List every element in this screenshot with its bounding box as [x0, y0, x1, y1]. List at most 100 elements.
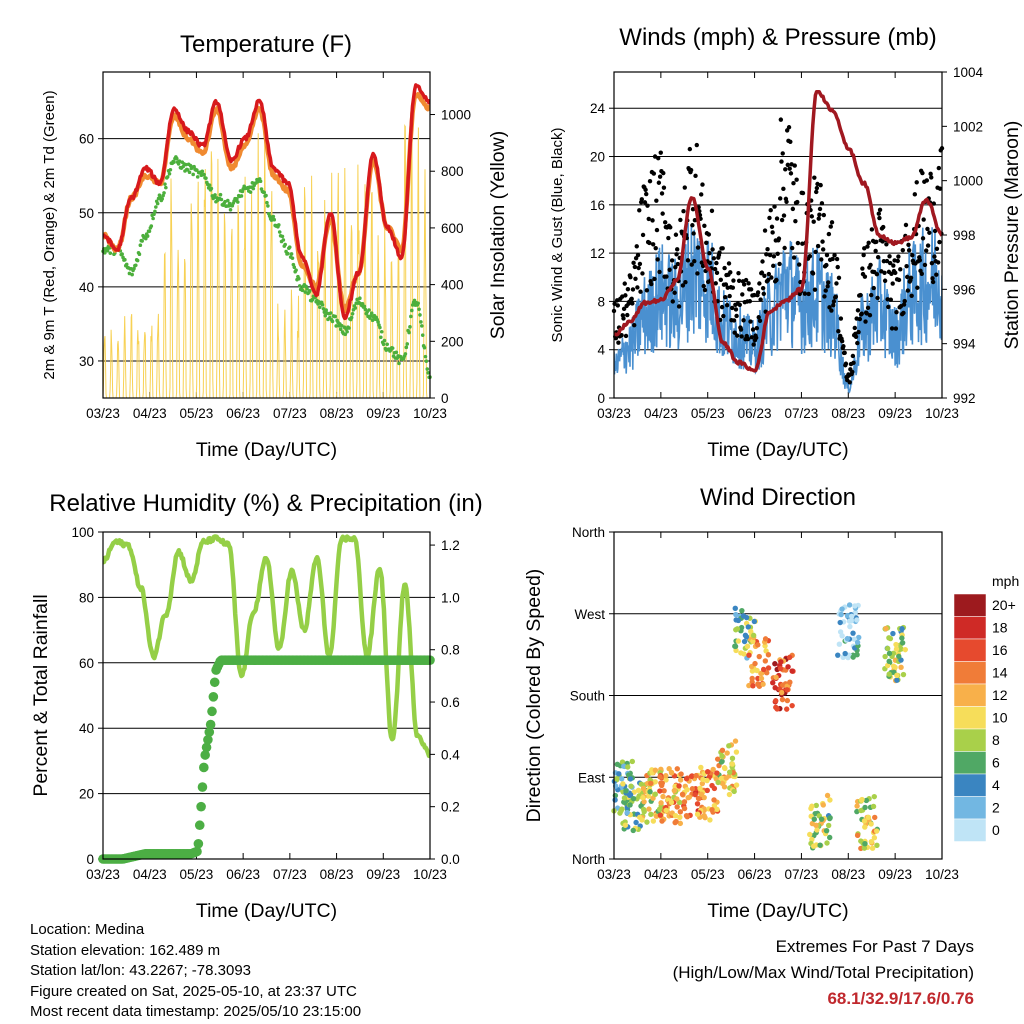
dewpoint-point [338, 327, 343, 331]
wind-direction-point [710, 766, 716, 773]
gust-point [866, 240, 871, 246]
dewpoint-point [250, 181, 255, 185]
gust-point [896, 254, 901, 259]
gust-point [810, 271, 816, 276]
wind-direction-point [719, 753, 725, 759]
dewpoint-point [317, 305, 322, 310]
wind-direction-point [820, 802, 826, 808]
gust-point [826, 280, 831, 285]
colorbar-label: 18 [992, 620, 1008, 636]
gust-point [934, 246, 940, 251]
gust-point [937, 239, 942, 245]
dewpoint-point [289, 252, 294, 256]
gust-point [651, 171, 657, 176]
gust-point [917, 258, 923, 263]
dewpoint-point [195, 175, 200, 179]
wind-direction-point [625, 764, 631, 770]
wind-direction-point [648, 811, 654, 818]
gust-point [670, 299, 675, 304]
dewpoint-point [349, 315, 354, 320]
gust-point [834, 281, 839, 286]
gust-point [783, 167, 788, 172]
gust-point [748, 287, 754, 292]
wind-direction-point [780, 682, 786, 688]
wind-direction-point [661, 788, 667, 794]
wind-direction-point [850, 630, 856, 636]
gust-point [920, 170, 925, 176]
gust-point [642, 200, 648, 205]
colorbar-label: 0 [992, 822, 1000, 838]
gust-point [862, 274, 868, 279]
wind-direction-point [874, 842, 880, 848]
gust-point [904, 264, 909, 269]
wind-direction-point [688, 773, 695, 780]
wind-direction-point [683, 776, 690, 782]
wind-direction-point [739, 607, 745, 614]
gust-point [652, 276, 657, 282]
ytick-label-p3: 80 [79, 590, 94, 605]
info-recent: Most recent data timestamp: 2025/05/10 2… [30, 1003, 362, 1020]
gust-point [820, 239, 825, 244]
wind-direction-point [755, 642, 761, 648]
gust-point [891, 263, 896, 268]
gust-point [737, 302, 742, 307]
y-axis-label-p2: Sonic Wind & Gust (Blue, Black) [549, 127, 566, 342]
wind-direction-point [699, 780, 706, 787]
wind-direction-point [711, 797, 717, 803]
dewpoint-point [407, 330, 411, 335]
y2tick-label-p1: 400 [441, 278, 464, 293]
wind-direction-point [671, 787, 678, 794]
gust-point [692, 258, 697, 264]
wind-direction-point [731, 788, 737, 795]
wind-direction-point [844, 612, 851, 619]
wind-direction-point [826, 815, 833, 822]
wind-direction-point [738, 624, 745, 631]
wind-direction-point [894, 672, 900, 678]
wind-direction-point [854, 617, 860, 623]
gust-point [680, 283, 686, 288]
dewpoint-point [151, 216, 155, 221]
dewpoint-point [172, 160, 176, 164]
dewpoint-point [297, 276, 301, 281]
gust-point [650, 242, 656, 247]
gust-point [921, 217, 926, 222]
wind-direction-point [732, 605, 738, 612]
y-axis-label-p1: 2m & 9m T (Red, Orange) & 2m Td (Green) [41, 90, 58, 379]
wind-direction-point [681, 799, 688, 805]
wind-direction-point [674, 766, 680, 772]
gust-point [676, 304, 682, 309]
dewpoint-point [271, 214, 276, 219]
dewpoint-point [423, 354, 428, 359]
gust-point [812, 287, 818, 292]
gust-point [616, 340, 621, 345]
wind-direction-point [694, 811, 701, 817]
wind-direction-point [851, 636, 857, 642]
wind-direction-point [633, 819, 639, 826]
gust-point [777, 261, 782, 267]
wind-direction-point [760, 681, 766, 687]
wind-direction-point [869, 845, 876, 851]
gust-point [835, 264, 840, 270]
wind-direction-point [868, 838, 875, 845]
dewpoint-point [294, 268, 298, 272]
xtick-label-p2: 09/23 [878, 406, 912, 421]
wind-direction-point [714, 756, 721, 762]
wind-direction-point [735, 638, 742, 644]
wind-direction-point [616, 771, 622, 777]
gust-point [748, 319, 753, 324]
wind-direction-point [818, 816, 825, 822]
gust-point [922, 262, 928, 268]
dewpoint-point [168, 167, 173, 172]
gust-point [869, 227, 875, 232]
gust-point [662, 220, 668, 225]
gust-point [637, 261, 643, 267]
wind-speed-line [614, 222, 942, 394]
ytick-label-p4: East [578, 770, 605, 785]
xtick-label-p3: 06/23 [226, 867, 260, 882]
ytick-label-p1: 30 [79, 354, 94, 369]
wind-direction-point [624, 809, 630, 816]
wind-direction-point [811, 816, 817, 822]
gust-point [908, 275, 914, 280]
gust-point [764, 252, 769, 257]
gust-point [814, 185, 820, 191]
